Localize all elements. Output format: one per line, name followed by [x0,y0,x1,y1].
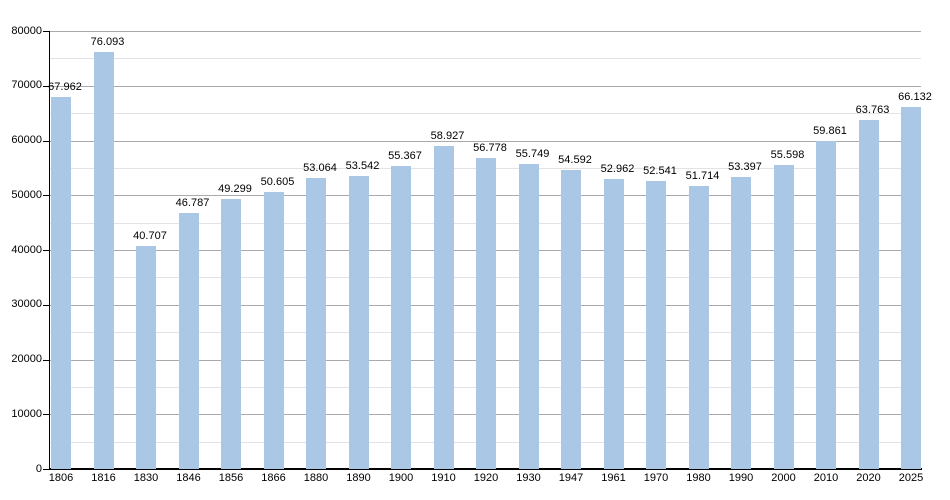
gridline-major [49,85,921,87]
x-axis-line [49,468,922,470]
bar-1816 [93,52,114,469]
y-tick-label: 30000 [11,298,42,311]
gridline-major [49,140,921,142]
bar-1970 [646,181,666,469]
y-axis-tick [43,359,49,361]
bar-value-label: 54.592 [558,154,592,167]
x-tick-label: 1880 [303,472,329,484]
gridline-minor [49,113,921,115]
y-tick-label: 20000 [11,353,42,365]
x-tick-label: 1890 [346,472,371,484]
y-axis-tick [43,304,49,306]
bar-value-label: 53.397 [728,160,762,173]
bar-1806 [51,96,71,469]
bar-1890 [348,175,369,469]
bar-1930 [518,163,539,469]
plot-area: 67.962 76.093 40.707 46.787 49.299 50.605 53.0… [48,31,932,469]
bar-value-label: 51.714 [685,169,720,182]
x-tick-label: 1806 [48,472,74,484]
bar-1830 [136,246,156,469]
bar-value-label: 46.787 [175,196,210,209]
bar-2025 [901,106,921,469]
x-tick-label: 1947 [558,472,584,484]
bar-value-label: 76.093 [90,36,125,49]
bar-value-label: 67.962 [48,80,82,93]
bar-1856 [221,199,241,469]
bar-value-label: 40.707 [133,230,167,243]
x-tick-label: 1990 [728,472,754,484]
bar-value-label: 66.132 [898,90,932,103]
y-tick-label: 0 [35,462,42,475]
x-tick-label: 1910 [431,472,456,484]
bar-value-label: 55.749 [515,147,550,160]
bar-value-label: 58.927 [430,130,465,143]
y-tick-label: 60000 [11,134,42,146]
y-tick-label: 10000 [11,407,42,420]
bar-1880 [306,178,326,469]
bar-1947 [561,170,581,469]
bar-1910 [433,146,454,469]
x-tick-label: 1980 [686,472,711,484]
bar-1980 [688,185,709,469]
bar-value-label: 55.598 [770,148,805,161]
bar-value-label: 53.064 [303,162,337,175]
bar-1900 [391,165,411,469]
y-tick-label: 80000 [11,24,42,37]
bar-value-label: 52.541 [643,165,677,178]
bar-value-label: 59.861 [813,125,847,138]
bar-1866 [263,191,284,469]
x-tick-label: 1970 [643,472,669,484]
y-axis-tick [43,195,49,197]
bar-value-label: 49.299 [218,183,252,196]
gridline-major [49,31,921,32]
x-tick-label: 1866 [261,472,286,484]
bar-value-label: 63.763 [855,103,890,116]
gridline-minor [49,58,921,60]
bar-1990 [731,176,751,469]
bar-2010 [816,141,836,469]
x-tick-label: 1961 [601,472,626,484]
x-tick-label: 1816 [91,472,116,484]
bar-2020 [858,119,879,469]
y-axis-tick [43,414,49,416]
x-tick-label: 1900 [388,472,414,484]
y-tick-label: 40000 [11,243,42,256]
y-axis-tick [43,31,49,32]
bar-value-label: 53.542 [345,159,380,172]
x-tick-label: 1856 [218,472,244,484]
bar-value-label: 56.778 [473,142,507,155]
y-axis-tick [43,469,49,470]
bar-1846 [178,212,199,469]
bar-1961 [603,179,624,469]
bar-value-label: 55.367 [388,149,422,162]
bar-2000 [773,164,794,469]
x-tick-label: 1920 [473,472,499,484]
bar-1920 [476,158,496,469]
bar-value-label: 52.962 [600,163,635,176]
x-tick-label: 2000 [771,472,796,484]
x-tick-label: 2020 [856,472,881,484]
y-axis-tick [43,250,49,251]
x-tick-label: 1930 [516,472,541,484]
x-tick-label: 2025 [898,472,924,484]
y-axis-line [49,31,50,469]
x-tick-label: 1846 [176,472,201,484]
y-tick-label: 50000 [11,188,42,201]
y-axis-tick [43,85,49,87]
bar-value-label: 50.605 [260,175,295,188]
y-tick-label: 70000 [11,79,42,92]
y-axis-tick [43,140,49,142]
x-tick-label: 1830 [133,472,159,484]
x-tick-label: 2010 [813,472,839,484]
